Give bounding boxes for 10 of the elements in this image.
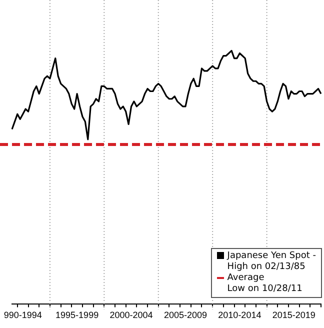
annotation: Low on 10/28/11 — [226, 284, 304, 295]
legend-label: Average — [227, 273, 264, 283]
legend-label: Japanese Yen Spot - — [227, 251, 316, 261]
x-tick-label: 2005-2009 — [164, 310, 207, 320]
x-tick-label: 1995-1999 — [56, 310, 99, 320]
x-tick-label: 990-1994 — [4, 310, 42, 320]
annotation: High on 02/13/85 — [226, 262, 306, 273]
x-tick-label: 2010-2014 — [218, 310, 262, 320]
x-tick-label: 2015-2019 — [272, 310, 316, 320]
x-tick-label: 2000-2004 — [110, 310, 153, 320]
